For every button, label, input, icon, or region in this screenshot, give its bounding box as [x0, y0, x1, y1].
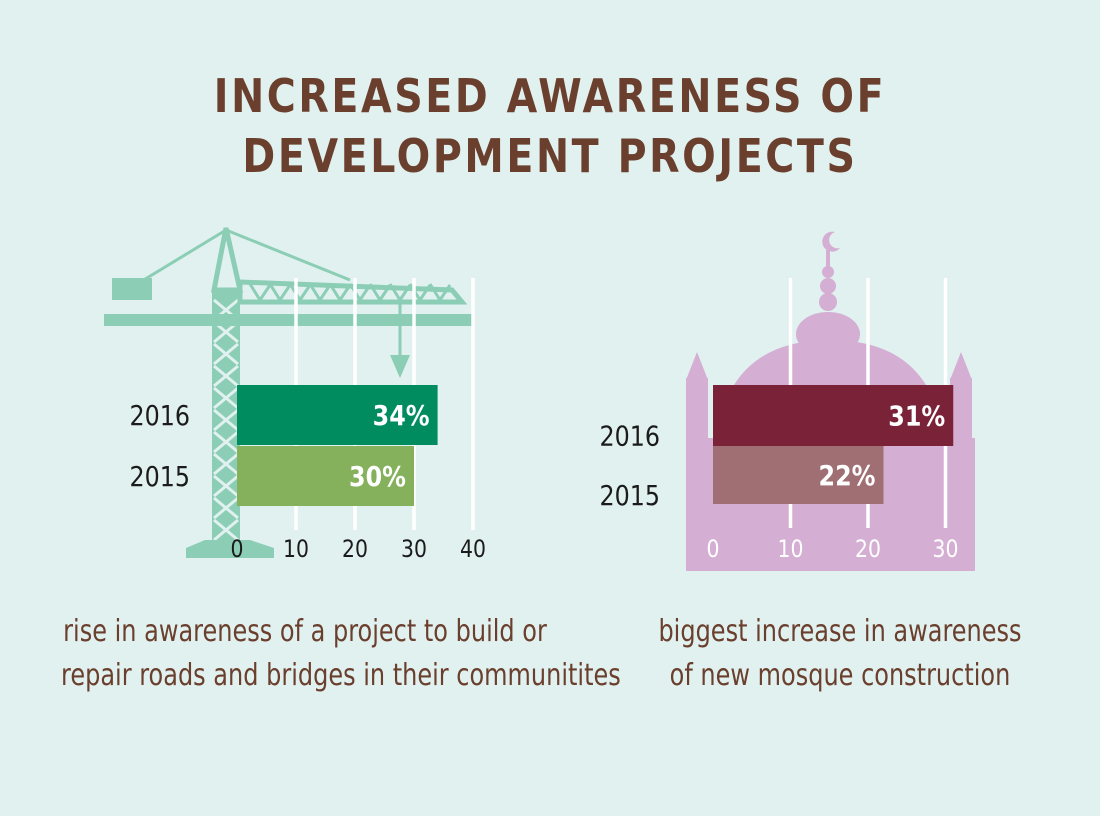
- title-line-1: INCREASED AWARENESS OF: [213, 69, 887, 123]
- right-caption-line-1: biggest increase in awareness: [658, 614, 1022, 649]
- mosque-small-dome: [796, 312, 860, 356]
- crane-mast-lattice: [213, 430, 239, 454]
- crane-jib-lattice: [428, 283, 452, 303]
- mosque-minaret-left: [686, 378, 708, 448]
- crane-mast-lattice: [213, 364, 239, 388]
- crane-jib-lattice: [248, 283, 272, 303]
- right-category-label: 2016: [599, 421, 660, 453]
- crescent-icon: [822, 231, 840, 252]
- crane-jib-lattice: [268, 283, 292, 303]
- left-bar-2016: [237, 385, 438, 445]
- left-caption-line-2: repair roads and bridges in their commun…: [61, 658, 621, 693]
- left-tick-label: 0: [231, 535, 244, 563]
- crane-jib-lattice: [288, 283, 312, 303]
- mosque-finial-ball: [819, 293, 837, 311]
- right-data-label: 22%: [819, 460, 876, 492]
- crane-jib-lattice: [328, 283, 352, 303]
- left-data-label: 34%: [373, 400, 430, 432]
- right-category-label: 2015: [599, 480, 660, 512]
- right-chart-caption: biggest increase in awareness of new mos…: [648, 610, 1032, 698]
- left-tick-label: 40: [460, 535, 486, 563]
- right-bar-2016: [713, 385, 954, 446]
- left-data-label: 30%: [349, 461, 406, 493]
- right-tick-label: 0: [707, 535, 720, 563]
- mosque-minaret-right: [950, 378, 972, 448]
- crane-hook: [390, 355, 410, 378]
- crane-beam: [104, 314, 472, 326]
- mosque-finial-ball: [822, 266, 834, 278]
- crane-apex: [210, 227, 244, 293]
- left-chart-caption: rise in awareness of a project to build …: [61, 610, 621, 698]
- mosque-spire: [826, 250, 830, 268]
- page-title: INCREASED AWARENESS OF DEVELOPMENT PROJE…: [77, 66, 1023, 186]
- right-bar-2015: [713, 446, 884, 504]
- crane-mast-lattice: [213, 408, 239, 432]
- right-tick-label: 10: [778, 535, 804, 563]
- right-bar-chart: 0 10 20 30 31% 2016 22% 2015: [599, 278, 958, 563]
- crane-jib-lattice: [388, 283, 412, 303]
- crane-icon: [104, 227, 472, 564]
- crane-counterweight: [112, 278, 152, 300]
- right-tick-label: 20: [855, 535, 881, 563]
- left-bar-2015: [237, 446, 414, 506]
- crane-jib-lattice: [368, 283, 392, 303]
- crane-jib-lattice: [308, 283, 332, 303]
- crane-mast-lattice: [213, 452, 239, 476]
- mosque-minaret-left-tip: [686, 352, 708, 380]
- crane-mast-lattice: [213, 474, 239, 498]
- left-caption-line-1: rise in awareness of a project to build …: [63, 614, 547, 649]
- crane-jib: [237, 279, 468, 305]
- crane-cable: [225, 228, 351, 282]
- crane-mast-lattice: [213, 386, 239, 410]
- crane-mast-lattice: [213, 496, 239, 520]
- crane-mast-lattice: [213, 518, 239, 542]
- crane-mast-lattice: [213, 342, 239, 366]
- left-tick-label: 30: [401, 535, 427, 563]
- mosque-finial-ball: [820, 278, 836, 294]
- left-tick-label: 10: [283, 535, 309, 563]
- right-data-label: 31%: [888, 401, 945, 433]
- charts-layer: 0 10 20 30 40 34% 2016 30% 2015 0 10 20 30 31% 2016 22%…: [129, 278, 958, 563]
- crane-base: [186, 540, 274, 558]
- left-category-label: 2016: [129, 400, 190, 432]
- left-tick-label: 20: [342, 535, 368, 563]
- title-line-2: DEVELOPMENT PROJECTS: [242, 129, 858, 183]
- left-bar-chart: 0 10 20 30 40 34% 2016 30% 2015: [129, 278, 486, 563]
- mosque-minaret-right-tip: [950, 352, 972, 380]
- right-caption-line-2: of new mosque construction: [669, 658, 1011, 693]
- right-tick-label: 30: [933, 535, 959, 563]
- left-category-label: 2015: [129, 461, 190, 493]
